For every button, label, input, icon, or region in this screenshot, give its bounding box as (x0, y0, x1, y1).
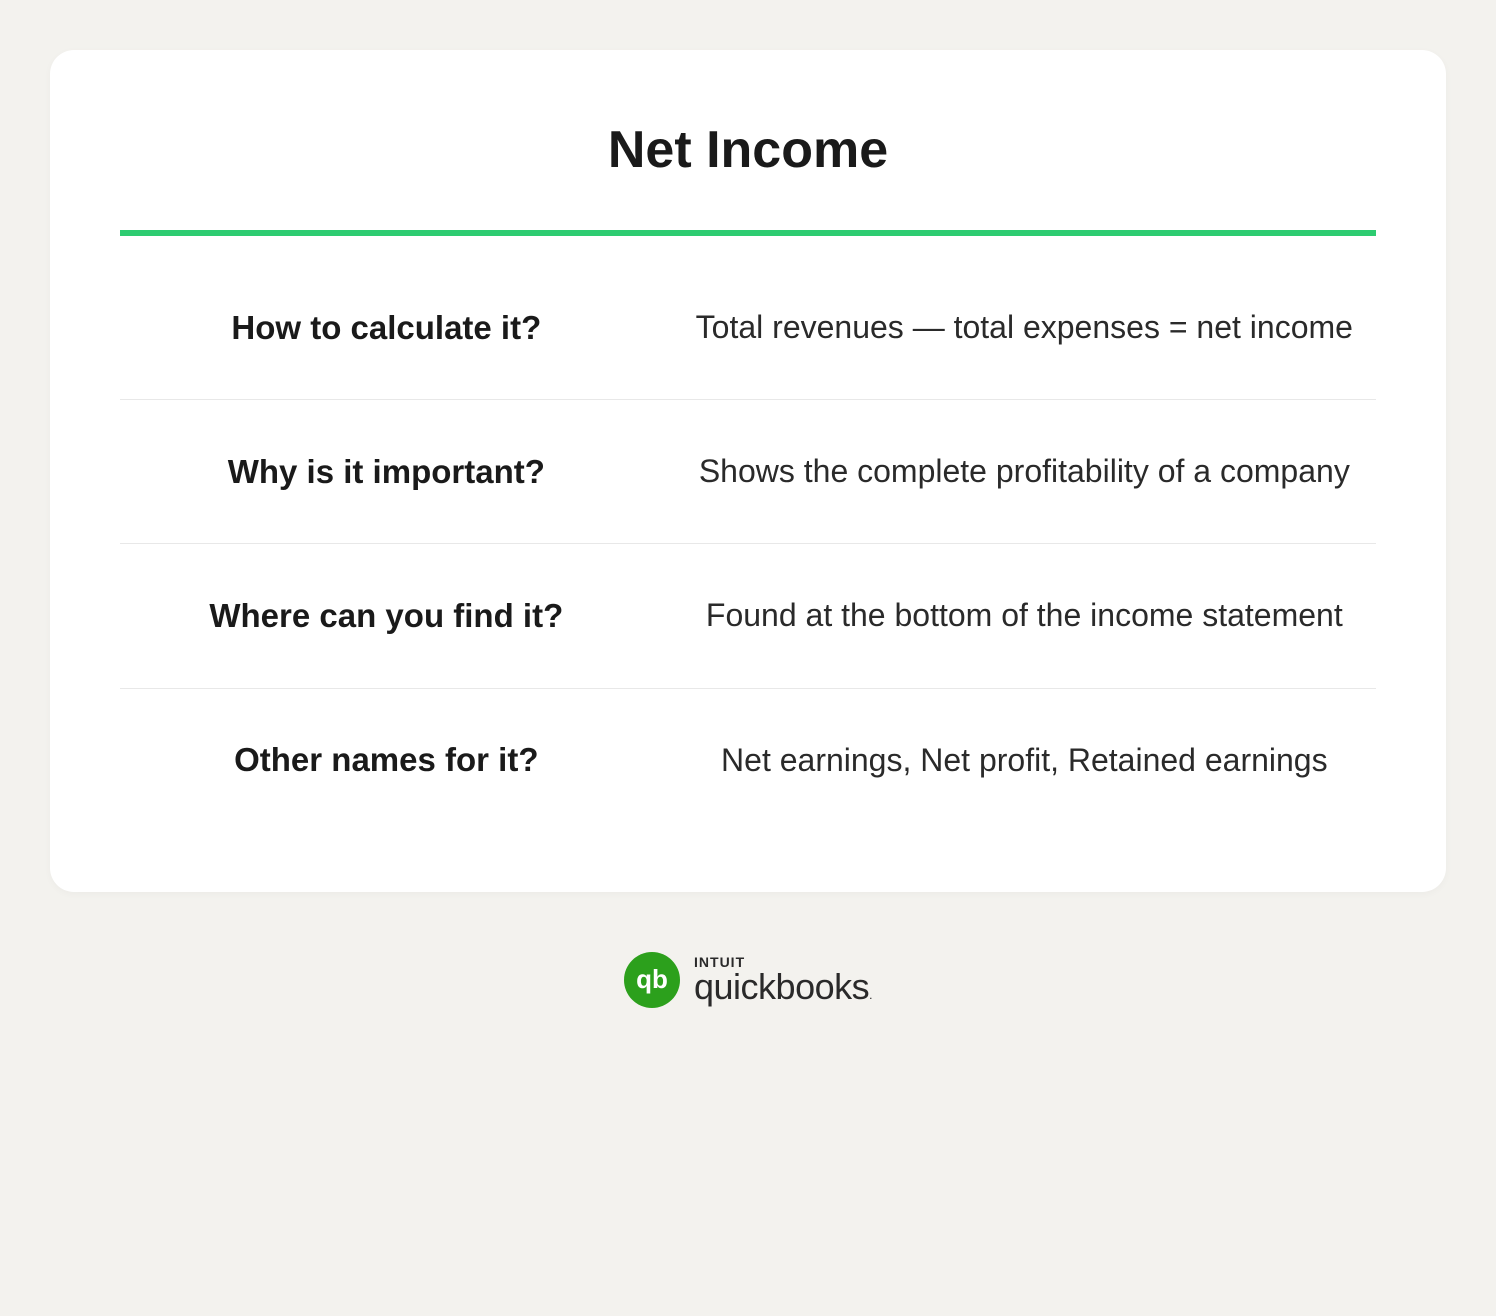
table-row: Where can you find it? Found at the bott… (120, 544, 1376, 688)
brand-logo: qb INTUIT quickbooks. (624, 952, 872, 1008)
question-label: Why is it important? (120, 453, 673, 491)
table-row: Other names for it? Net earnings, Net pr… (120, 689, 1376, 832)
card-title: Net Income (120, 120, 1376, 180)
answer-text: Shows the complete profitability of a co… (673, 450, 1376, 493)
question-label: How to calculate it? (120, 309, 673, 347)
logo-badge-icon: qb (624, 952, 680, 1008)
info-card: Net Income How to calculate it? Total re… (50, 50, 1446, 892)
question-label: Other names for it? (120, 741, 673, 779)
logo-text: INTUIT quickbooks. (694, 955, 872, 1005)
answer-text: Net earnings, Net profit, Retained earni… (673, 739, 1376, 782)
question-label: Where can you find it? (120, 597, 673, 635)
table-row: Why is it important? Shows the complete … (120, 400, 1376, 544)
logo-line2: quickbooks. (694, 969, 872, 1005)
answer-text: Found at the bottom of the income statem… (673, 594, 1376, 637)
answer-text: Total revenues — total expenses = net in… (673, 306, 1376, 349)
table-row: How to calculate it? Total revenues — to… (120, 256, 1376, 400)
accent-divider (120, 230, 1376, 236)
